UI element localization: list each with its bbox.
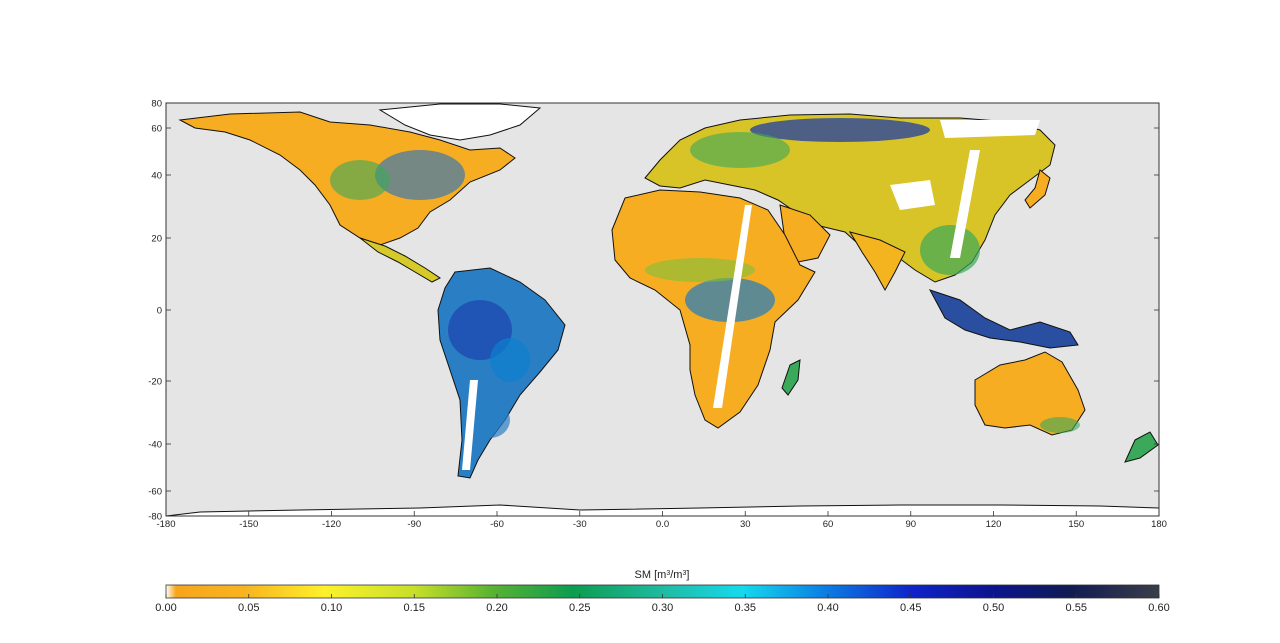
lon-tick-label: 30 [740, 519, 751, 530]
colorbar-tick-label: 0.35 [735, 602, 756, 614]
madagascar [781, 359, 801, 396]
wet-patches [330, 118, 1080, 438]
colorbar: SM [m3/m3] 0.00 0.05 0.10 0.15 0.20 0.25 0.30 0… [155, 569, 1169, 614]
greenland-landmass [378, 103, 542, 141]
japan [1024, 169, 1051, 209]
lon-tick-label: 180 [1151, 519, 1167, 530]
lat-tick-label: 80 [151, 99, 162, 110]
lon-tick-label: 120 [986, 519, 1002, 530]
colorbar-tick-label: 0.60 [1148, 602, 1169, 614]
southeast-asia-islands [928, 289, 1079, 349]
lat-tick-label: -60 [148, 487, 162, 498]
new-zealand [1124, 431, 1159, 463]
latitude-axis: 80 60 40 20 0 -20 -40 -60 -80 [148, 99, 1159, 523]
land-layer [166, 103, 1159, 516]
lat-tick-label: 60 [151, 124, 162, 135]
central-america-landmass [359, 237, 441, 283]
colorbar-tick-label: 0.25 [569, 602, 590, 614]
colorbar-tick-label: 0.20 [486, 602, 507, 614]
longitude-axis: -180 -150 -120 -90 -60 -30 0.0 30 60 90 120 150 180 [156, 511, 1167, 530]
colorbar-tick-label: 0.10 [321, 602, 342, 614]
colorbar-ticks: 0.00 0.05 0.10 0.15 0.20 0.25 0.30 0.35 0.40 0.45… [155, 594, 1170, 614]
lon-tick-label: -90 [407, 519, 421, 530]
lat-tick-label: 0 [157, 306, 162, 317]
lon-tick-label: 0.0 [656, 519, 669, 530]
lon-tick-label: -120 [322, 519, 341, 530]
australia-landmass [974, 351, 1086, 436]
lon-tick-label: -150 [239, 519, 258, 530]
lat-tick-label: 20 [151, 234, 162, 245]
indian-subcontinent [848, 231, 906, 292]
colorbar-tick-label: 0.15 [404, 602, 425, 614]
colorbar-tick-label: 0.00 [155, 602, 176, 614]
colorbar-tick-label: 0.30 [652, 602, 673, 614]
lat-tick-label: -20 [148, 377, 162, 388]
lat-tick-label: 40 [151, 171, 162, 182]
colorbar-tick-label: 0.55 [1066, 602, 1087, 614]
lon-tick-label: -180 [156, 519, 175, 530]
lon-tick-label: 150 [1068, 519, 1084, 530]
colorbar-tick-label: 0.05 [238, 602, 259, 614]
no-data-swaths [462, 120, 1040, 470]
lat-tick-label: -40 [148, 440, 162, 451]
lon-tick-label: 90 [905, 519, 916, 530]
colorbar-tick-label: 0.45 [900, 602, 921, 614]
colorbar-title: SM [m3/m3] [635, 569, 690, 581]
colorbar-tick-label: 0.50 [983, 602, 1004, 614]
lon-tick-label: -60 [490, 519, 504, 530]
lat-tick-label: -80 [148, 512, 162, 523]
colorbar-tick-label: 0.40 [817, 602, 838, 614]
lon-tick-label: -30 [573, 519, 587, 530]
lon-tick-label: 60 [823, 519, 834, 530]
